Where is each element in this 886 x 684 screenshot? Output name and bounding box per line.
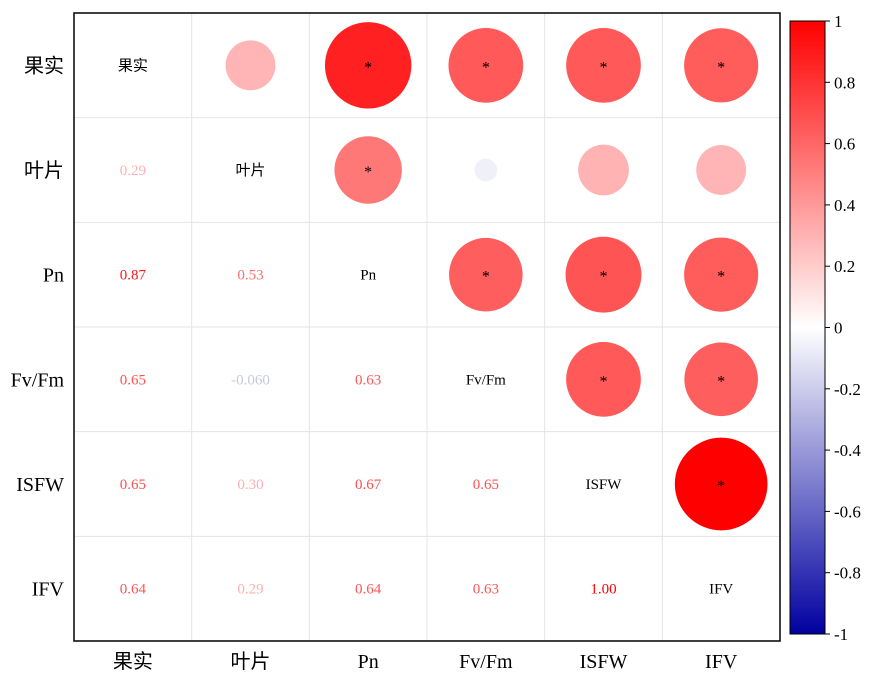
colorbar-tick-label: -1: [834, 625, 848, 644]
grid-layer: [74, 13, 780, 641]
correlation-circle: [225, 40, 276, 91]
row-label: IFV: [32, 579, 65, 601]
significance-marker: *: [600, 269, 608, 286]
correlation-circle: [684, 28, 759, 103]
colorbar-tick-label: 0.8: [834, 73, 855, 92]
column-label: 叶片: [231, 650, 271, 673]
significance-marker: *: [600, 373, 608, 390]
column-label: Fv/Fm: [459, 651, 513, 673]
diagonal-label: 果实: [118, 57, 148, 74]
colorbar-tick-label: -0.6: [834, 502, 861, 521]
column-label: IFV: [705, 651, 738, 673]
correlation-value-label: 0.53: [237, 268, 263, 284]
significance-marker: *: [600, 59, 608, 76]
colorbar-tick-label: 0: [834, 319, 843, 338]
significance-marker: *: [717, 478, 725, 495]
correlation-value-label: 0.29: [237, 582, 263, 598]
correlation-value-label: 0.87: [120, 268, 147, 284]
colorbar-tick-label: -0.2: [834, 380, 861, 399]
correlation-circle: [566, 341, 641, 417]
significance-marker: *: [482, 59, 490, 76]
correlation-value-label: 0.64: [355, 582, 382, 598]
colorbar: 1 0.8 0.6 0.4 0.2 0 -0.2 -0.4 -0.6 -0.8 -1: [789, 12, 861, 644]
cells-layer: 果实 * * * * 0.29 叶片 * 0.87 0.53 Pn * * * 0.65 -0.060 0.63…: [118, 22, 768, 598]
correlation-circle: [684, 342, 758, 417]
significance-marker: *: [364, 59, 372, 76]
row-label: 叶片: [24, 159, 64, 182]
correlation-value-label: 0.63: [473, 582, 499, 598]
colorbar-tick-label: 0.6: [834, 135, 855, 154]
correlation-value-label: -0.060: [231, 372, 270, 388]
colorbar-tick-label: 0.2: [834, 257, 855, 276]
diagonal-label: Pn: [360, 268, 376, 284]
correlation-value-label: 0.64: [120, 582, 147, 598]
correlation-value-label: 0.30: [237, 477, 263, 493]
correlation-value-label: 0.63: [355, 372, 381, 388]
correlation-circle: [449, 237, 523, 312]
colorbar-tick-label: 0.4: [834, 196, 856, 215]
column-label: Pn: [358, 651, 379, 673]
significance-marker: *: [717, 59, 725, 76]
correlation-circle: [696, 145, 747, 195]
correlation-circle: [324, 22, 412, 109]
diagonal-label: 叶片: [235, 162, 265, 179]
significance-marker: *: [717, 373, 725, 390]
significance-marker: *: [482, 269, 490, 286]
correlation-value-label: 0.29: [120, 163, 146, 179]
significance-marker: *: [717, 269, 725, 286]
colorbar-gradient: [789, 20, 826, 635]
column-label: ISFW: [580, 651, 628, 673]
significance-marker: *: [364, 164, 372, 181]
column-label: 果实: [113, 650, 153, 673]
correlation-value-label: 0.65: [473, 477, 499, 493]
correlation-value-label: 0.65: [120, 372, 146, 388]
correlation-circle: [578, 144, 629, 196]
colorbar-tick-label: 1: [834, 12, 843, 31]
row-label: Pn: [43, 265, 64, 287]
plot-frame: [73, 12, 781, 642]
colorbar-tick-label: -0.8: [834, 564, 861, 583]
correlation-value-label: 0.67: [355, 477, 382, 493]
correlation-circle: [448, 27, 524, 103]
row-label: ISFW: [16, 474, 64, 496]
correlation-value-label: 1.00: [590, 582, 616, 598]
diagonal-label: IFV: [709, 582, 733, 598]
diagonal-label: ISFW: [586, 477, 623, 493]
correlation-circle: [474, 158, 498, 182]
row-label: Fv/Fm: [11, 369, 65, 391]
correlation-circle: [565, 236, 642, 313]
correlation-circle: [674, 437, 768, 531]
correlation-circle: [684, 237, 759, 312]
colorbar-tick-label: -0.4: [834, 441, 861, 460]
row-label: 果实: [24, 54, 64, 77]
correlation-circle: [334, 136, 402, 204]
correlation-value-label: 0.65: [120, 477, 146, 493]
correlation-circle: [566, 27, 641, 103]
diagonal-label: Fv/Fm: [466, 372, 506, 388]
